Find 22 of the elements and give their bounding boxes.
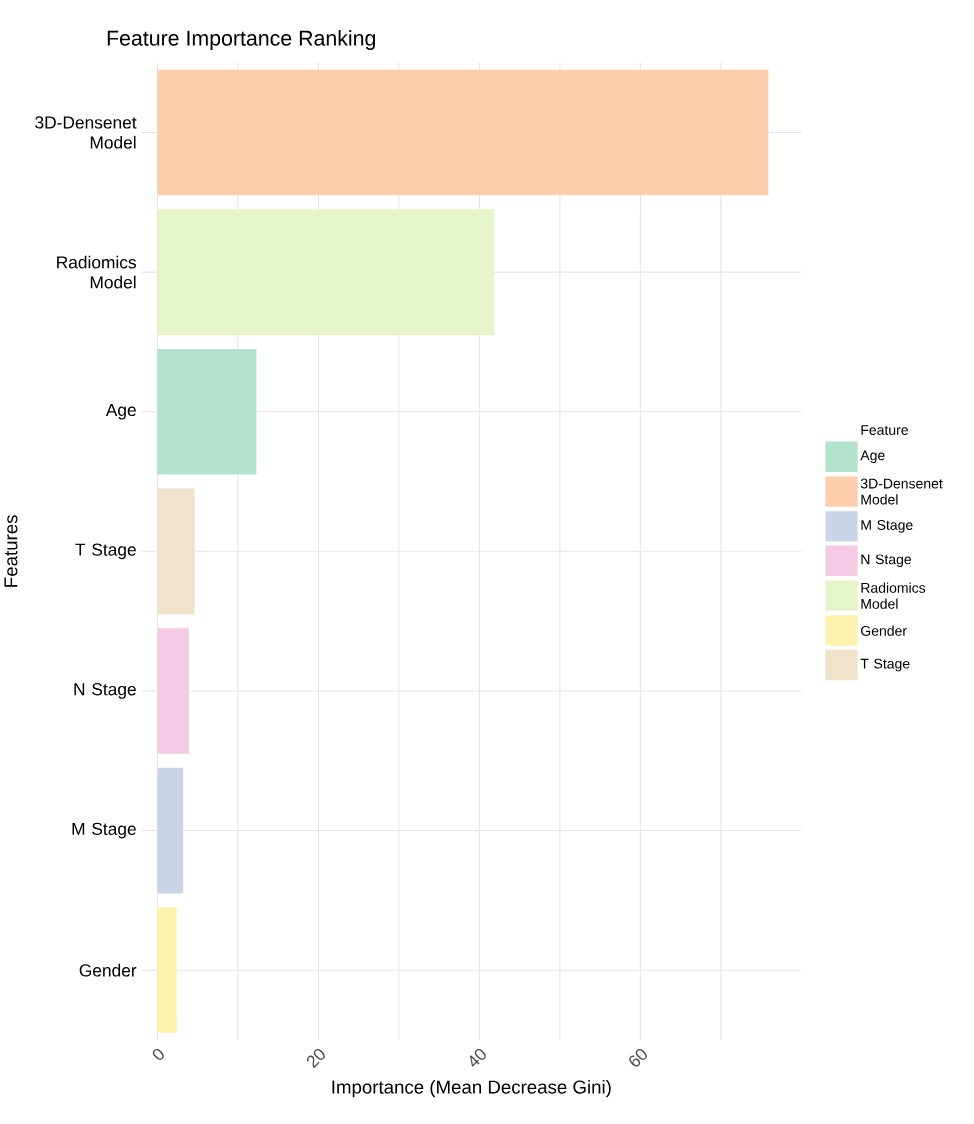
chart-title: Feature Importance Ranking <box>107 30 376 50</box>
legend-label: Gender <box>861 625 907 636</box>
legend-label: M Stage <box>861 520 913 533</box>
legend-label: T Stage <box>860 658 910 672</box>
y-tick-label: N Stage <box>74 683 136 699</box>
x-tick-label: 20 <box>306 1048 325 1069</box>
legend-label: Radiomics Model <box>861 582 926 609</box>
y-tick-label: Gender <box>79 963 137 977</box>
legend-title: Feature <box>861 425 908 435</box>
y-tick-label: M Stage <box>72 822 136 839</box>
y-tick-label: Radiomics Model <box>57 255 136 289</box>
x-tick-label: 0 <box>152 1048 164 1060</box>
legend-label: Age <box>860 450 885 464</box>
y-tick-label: Age <box>105 403 136 420</box>
x-axis-title: Importance (Mean Decrease Gini) <box>332 1079 611 1098</box>
y-tick-label: 3D-Densenet Model <box>35 116 137 149</box>
y-tick-label: T Stage <box>75 543 136 560</box>
y-axis-title: Features <box>4 515 18 587</box>
legend-label: N Stage <box>861 554 912 568</box>
x-tick-label: 40 <box>470 1048 486 1067</box>
legend-label: 3D-Densenet Model <box>860 478 943 505</box>
x-tick-label: 60 <box>629 1048 647 1067</box>
